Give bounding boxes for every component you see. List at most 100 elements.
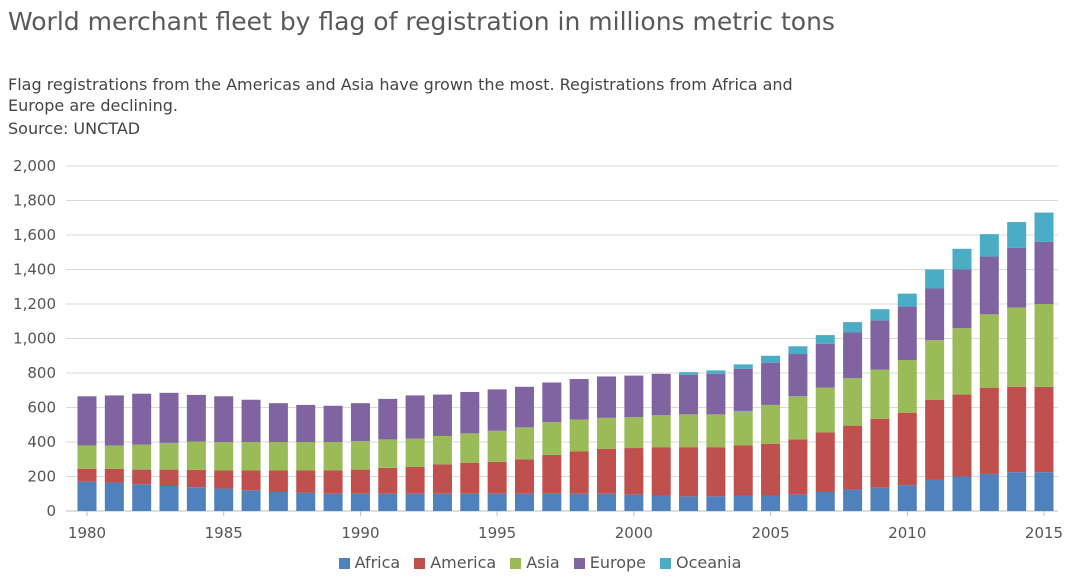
x-axis: 1980 1985 1990 1995 2000 2005 2010 2015 xyxy=(68,511,1063,542)
bar-stack-1983 xyxy=(159,392,179,511)
bar-africa-1988 xyxy=(296,492,316,511)
bar-oceania-2004 xyxy=(733,364,753,369)
bar-stack-1994 xyxy=(460,391,480,511)
bar-africa-2012 xyxy=(952,476,972,511)
bar-oceania-2006 xyxy=(788,346,808,355)
bar-africa-1999 xyxy=(597,493,617,511)
legend-swatch xyxy=(414,558,426,569)
bar-africa-1986 xyxy=(241,490,261,511)
bar-asia-2006 xyxy=(788,396,808,440)
bar-america-2013 xyxy=(979,387,999,474)
bar-asia-2012 xyxy=(952,328,972,395)
bar-america-2001 xyxy=(651,447,671,496)
bar-asia-2011 xyxy=(925,340,945,400)
legend-label: America xyxy=(430,553,497,572)
bar-asia-1987 xyxy=(268,442,288,471)
x-tick-label: 2010 xyxy=(888,524,926,542)
bar-asia-2003 xyxy=(706,414,726,448)
bar-asia-1981 xyxy=(104,445,124,469)
bar-europe-2007 xyxy=(815,343,835,388)
bar-asia-2015 xyxy=(1034,304,1054,387)
bar-stack-2013 xyxy=(979,234,999,511)
bar-oceania-2007 xyxy=(815,335,835,344)
bar-europe-2015 xyxy=(1034,241,1054,304)
legend-item-oceania: Oceania xyxy=(660,553,741,572)
bar-stack-1991 xyxy=(378,398,398,511)
bar-stack-1998 xyxy=(569,379,589,511)
bar-america-2008 xyxy=(843,425,863,490)
legend-swatch xyxy=(338,558,350,569)
bar-africa-1992 xyxy=(405,493,425,511)
bar-america-2005 xyxy=(761,443,781,496)
y-tick-label: 1,000 xyxy=(13,330,56,348)
bar-oceania-2015 xyxy=(1034,212,1054,242)
bar-oceania-2009 xyxy=(870,309,890,321)
legend-label: Asia xyxy=(526,553,560,572)
bar-america-2015 xyxy=(1034,386,1054,473)
bar-stack-1995 xyxy=(487,389,507,511)
bar-america-1997 xyxy=(542,454,562,494)
x-tick-label: 2005 xyxy=(751,524,789,542)
y-tick-label: 1,800 xyxy=(13,192,56,210)
bar-asia-2005 xyxy=(761,404,781,444)
bar-america-1985 xyxy=(214,470,234,489)
bar-america-2000 xyxy=(624,448,644,495)
legend-swatch xyxy=(573,558,585,569)
bar-europe-1984 xyxy=(186,394,206,442)
bar-asia-2008 xyxy=(843,378,863,426)
bar-africa-2013 xyxy=(979,473,999,511)
bar-europe-2004 xyxy=(733,368,753,411)
bar-america-1988 xyxy=(296,470,316,493)
bar-asia-1996 xyxy=(514,427,534,460)
bar-america-1989 xyxy=(323,470,343,494)
bar-stack-1999 xyxy=(597,376,617,511)
bar-america-2012 xyxy=(952,394,972,477)
bar-europe-1985 xyxy=(214,396,234,442)
bar-europe-1994 xyxy=(460,391,480,434)
bar-asia-1983 xyxy=(159,442,179,470)
bar-europe-1980 xyxy=(77,396,97,446)
x-tick-label: 2015 xyxy=(1025,524,1063,542)
bar-asia-1999 xyxy=(597,417,617,449)
y-tick-label: 400 xyxy=(27,433,56,451)
bar-oceania-2005 xyxy=(761,355,781,363)
bar-america-2011 xyxy=(925,399,945,480)
bar-america-1983 xyxy=(159,469,179,486)
bar-asia-1998 xyxy=(569,419,589,452)
bar-africa-2006 xyxy=(788,494,808,511)
chart-subtitle: Flag registrations from the Americas and… xyxy=(8,75,793,115)
legend-item-america: America xyxy=(414,553,496,572)
bar-africa-2004 xyxy=(733,495,753,511)
bar-asia-2013 xyxy=(979,314,999,388)
y-axis: 0 200 400 600 800 1,000 1,200 1,400 1,600 1,800 2,… xyxy=(13,157,56,520)
bar-africa-1994 xyxy=(460,493,480,511)
bar-stack-2012 xyxy=(952,248,972,511)
bar-stack-1990 xyxy=(350,403,370,511)
bar-stack-1985 xyxy=(214,396,234,511)
bar-europe-2005 xyxy=(761,362,781,405)
bar-america-1984 xyxy=(186,469,206,488)
bar-africa-1987 xyxy=(268,492,288,511)
legend-item-africa: Africa xyxy=(338,553,400,572)
legend-label: Oceania xyxy=(676,553,742,572)
bar-africa-1980 xyxy=(77,481,97,511)
bar-africa-2009 xyxy=(870,487,890,511)
bar-stack-2015 xyxy=(1034,212,1054,511)
bar-africa-1982 xyxy=(132,484,152,511)
legend: Africa America Asia Europe Oceania xyxy=(0,553,1080,572)
bar-europe-1995 xyxy=(487,389,507,431)
bar-europe-1982 xyxy=(132,393,152,445)
bar-europe-2012 xyxy=(952,269,972,329)
bar-stack-1980 xyxy=(77,396,97,511)
bar-stack-1989 xyxy=(323,405,343,511)
bar-europe-1987 xyxy=(268,403,288,442)
y-tick-label: 800 xyxy=(27,364,56,382)
y-tick-label: 600 xyxy=(27,399,56,417)
bar-europe-1990 xyxy=(350,403,370,442)
bar-europe-2002 xyxy=(679,374,699,415)
bar-oceania-2014 xyxy=(1007,222,1027,248)
bar-africa-2008 xyxy=(843,489,863,511)
bar-africa-1995 xyxy=(487,493,507,511)
bar-stack-1981 xyxy=(104,395,124,511)
bar-america-2014 xyxy=(1007,386,1027,473)
